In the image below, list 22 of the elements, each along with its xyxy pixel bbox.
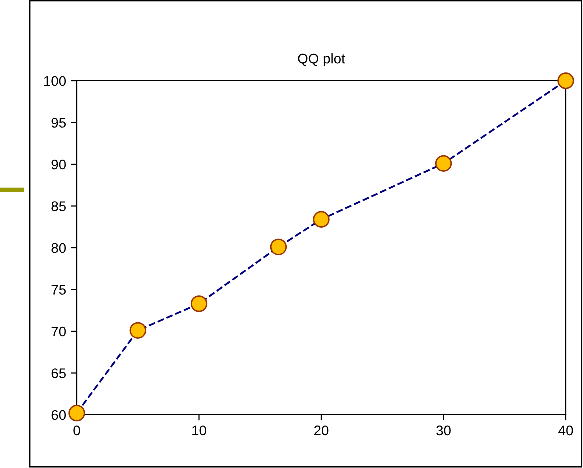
point [68, 404, 86, 422]
x-tick-label: 40 [558, 426, 574, 436]
point [190, 296, 208, 312]
chart-title: QQ plot [298, 54, 346, 66]
y-tick-label: 70 [52, 326, 66, 337]
x-tick-label: 30 [436, 426, 451, 436]
y-tick-label: 65 [52, 368, 66, 378]
x-tick-label: 0 [74, 426, 80, 436]
y-tick-label: 60 [52, 410, 66, 420]
y-tick-label: 80 [52, 243, 66, 254]
x-tick-label: 20 [314, 426, 329, 436]
y-tick-label: 85 [52, 202, 66, 212]
y-tick-label: 75 [52, 285, 66, 295]
point [270, 238, 288, 256]
y-tick-label: 95 [52, 118, 66, 128]
y-tick-label: 90 [52, 160, 66, 170]
y-tick-label: 100 [44, 76, 66, 86]
point [313, 211, 330, 228]
x-tick-label: 10 [192, 426, 206, 436]
point [558, 72, 574, 90]
point [435, 155, 452, 172]
point [130, 322, 146, 339]
